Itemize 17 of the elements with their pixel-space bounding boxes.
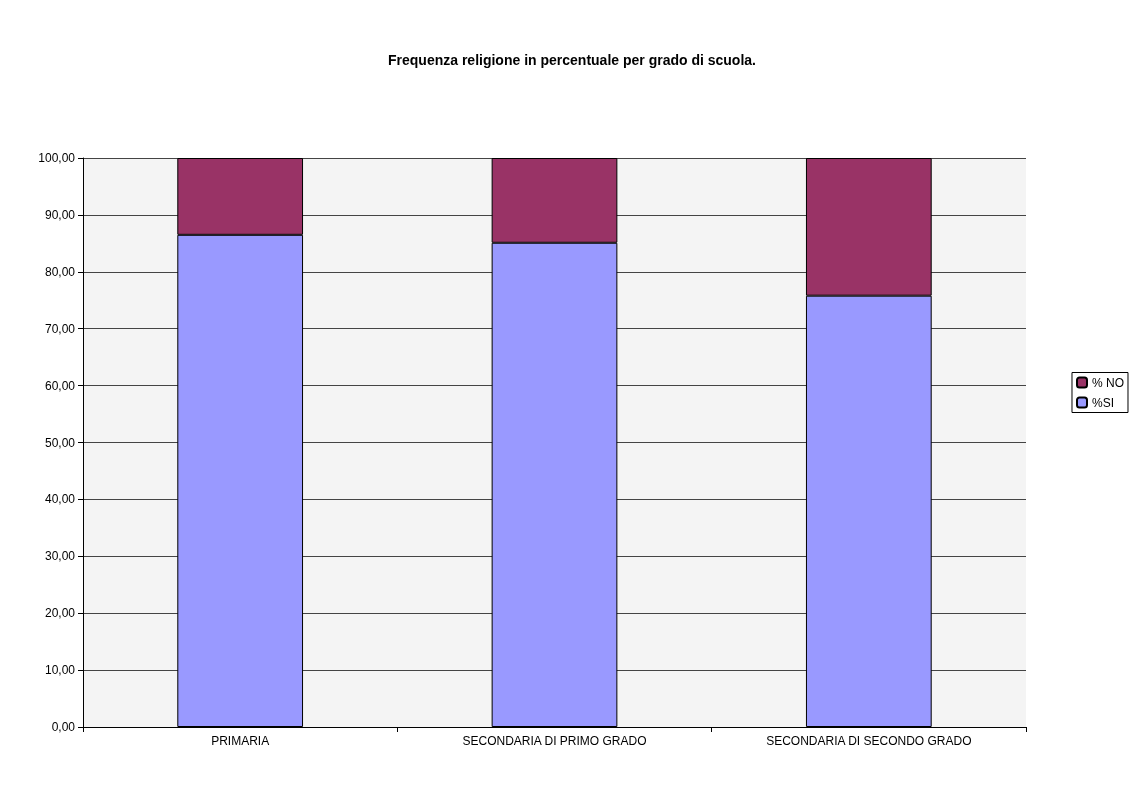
legend-label: % NO xyxy=(1092,375,1125,390)
x-tick-label: SECONDARIA DI SECONDO GRADO xyxy=(766,734,972,748)
y-tick-label: 80,00 xyxy=(44,264,76,279)
y-tick-label: 40,00 xyxy=(44,492,76,507)
legend-label: %SI xyxy=(1092,395,1115,410)
y-tick-label: 0,00 xyxy=(51,720,76,734)
y-tick-label: 30,00 xyxy=(44,549,76,564)
y-tick-label: 60,00 xyxy=(44,378,76,393)
chart-title: Frequenza religione in percentuale per grado di scuola. xyxy=(388,52,756,68)
y-tick-label: 90,00 xyxy=(44,207,76,222)
y-tick-label: 10,00 xyxy=(44,663,76,678)
x-tick-label: SECONDARIA DI PRIMO GRADO xyxy=(462,734,647,748)
x-tick-label: PRIMARIA xyxy=(211,734,270,748)
y-tick-label: 100,00 xyxy=(38,151,76,165)
y-tick-label: 70,00 xyxy=(44,321,76,336)
y-tick-label: 50,00 xyxy=(44,435,76,450)
y-tick-label: 20,00 xyxy=(44,606,76,621)
